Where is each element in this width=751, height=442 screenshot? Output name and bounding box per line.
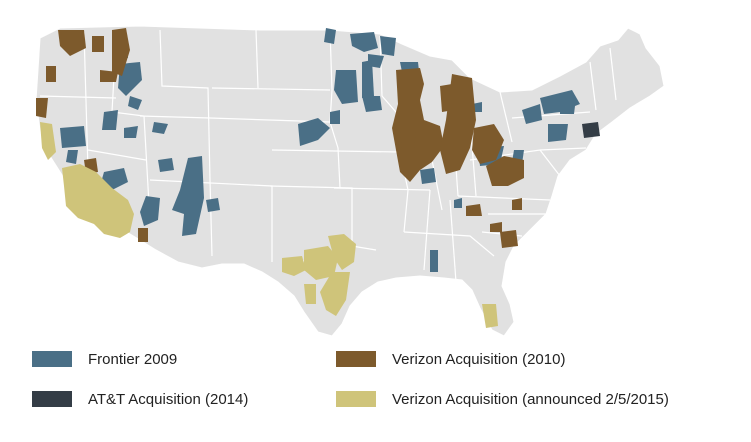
legend-item-verizon-2010: Verizon Acquisition (2010) <box>336 348 565 370</box>
legend-item-frontier-2009: Frontier 2009 <box>32 348 177 370</box>
legend-swatch-icon <box>336 391 376 407</box>
legend-label: Verizon Acquisition (announced 2/5/2015) <box>392 390 669 408</box>
legend-label: AT&T Acquisition (2014) <box>88 390 249 408</box>
legend: Frontier 2009 AT&T Acquisition (2014) Ve… <box>0 348 751 428</box>
legend-label: Frontier 2009 <box>88 350 178 368</box>
legend-label: Verizon Acquisition (2010) <box>392 350 566 368</box>
att-2014-territory <box>582 122 600 138</box>
us-land <box>35 25 665 337</box>
legend-swatch-icon <box>32 391 72 407</box>
legend-swatch-icon <box>32 351 72 367</box>
verizon-2010-territories <box>36 28 524 248</box>
legend-swatch-icon <box>336 351 376 367</box>
legend-item-att-2014: AT&T Acquisition (2014) <box>32 388 248 410</box>
verizon-2015-territories <box>40 122 498 328</box>
us-service-territory-map <box>35 25 665 337</box>
legend-item-verizon-2015: Verizon Acquisition (announced 2/5/2015) <box>336 388 669 410</box>
